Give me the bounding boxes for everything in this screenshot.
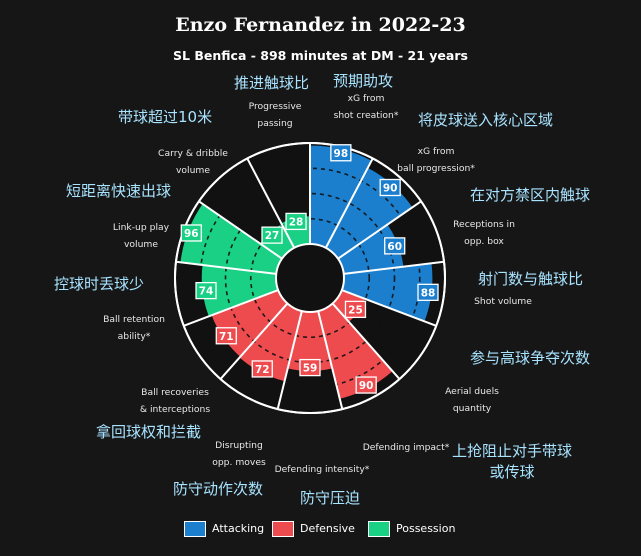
value-label: 72 [255,364,270,376]
value-label: 28 [289,216,304,228]
segment-label: Aerial duels quantity [445,386,499,414]
segment-label-zh: 推进触球比 [234,74,310,92]
value-badge [195,281,217,300]
center-hole [275,243,345,313]
value-label: 90 [359,380,374,392]
legend-swatch [272,521,294,537]
segment-label: Ball retention ability* [103,314,165,342]
segment-label: Defending intensity* [274,464,370,475]
value-badge [384,237,406,255]
value-badge [180,224,202,242]
spoke [219,302,289,380]
spoke [317,310,344,410]
value-label: 74 [199,286,214,298]
segment-label-zh: 将皮球送入核心区域 [418,111,554,129]
value-badge [215,327,237,345]
chart-title: Enzo Fernandez in 2022-23 [175,14,466,36]
grid-ring [199,167,421,389]
segment-label-zh: 防守动作次数 [173,480,264,498]
value-label: 90 [383,183,398,195]
value-badge [355,376,377,394]
segment-label-zh: 在对方禁区内触球 [470,186,591,204]
value-label: 71 [219,331,234,343]
segment-label-zh: 拿回球权和拦截 [96,423,202,441]
value-badge [379,178,401,197]
spoke [324,157,374,249]
value-label: 59 [303,363,318,375]
value-label: 60 [387,241,402,253]
segment-label: Link-up play volume [112,222,170,250]
segment-label-zh: 短距离快速出球 [66,182,172,200]
segment-label: Shot volume [474,296,532,307]
grid-ring [249,217,371,339]
outer-ring [174,142,446,414]
legend-label: Attacking [212,522,265,535]
segment-label-zh: 参与高球争夺次数 [470,349,591,367]
value-badge [251,360,273,378]
value-label: 98 [334,148,349,160]
grid-ring [224,192,396,364]
value-badge [261,226,283,244]
spoke [276,310,303,410]
legend-label: Defensive [300,522,355,535]
spoke [198,200,283,260]
segment-label-zh: 防守压迫 [300,489,361,507]
segment-label: Ball recoveries & interceptions [139,387,211,415]
segment-label: Receptions in opp. box [453,219,515,247]
value-badge [330,144,352,162]
spoke [175,260,277,275]
value-badge [417,283,439,301]
spoke [343,260,445,275]
value-label: 88 [421,287,436,299]
segment-label: Defending impact* [362,442,450,453]
spoke [246,157,296,249]
value-badge [285,212,307,231]
value-badge [344,300,367,319]
segment-label: Progressive passing [248,101,302,129]
spoke [337,200,422,260]
segment-label: xG from ball progression* [397,146,475,174]
segment-label-zh: 射门数与触球比 [478,270,584,288]
value-label: 96 [184,228,199,240]
value-label: 27 [265,230,280,242]
spoke [341,289,437,327]
segment-label: Carry & dribble volume [158,148,228,176]
segment-label-zh: 预期助攻 [333,72,394,90]
spoke [183,289,279,327]
chart-subtitle: SL Benfica - 898 minutes at DM - 21 year… [173,48,468,63]
segment-label-zh: 上抢阻止对手带球 或传球 [452,442,573,481]
segment-label-zh: 带球超过10米 [118,108,213,126]
spoke [331,302,401,380]
legend-label: Possession [396,522,456,535]
value-label: 25 [348,304,363,316]
segment-label-zh: 控球时丢球少 [54,275,145,293]
value-badge [299,358,321,377]
segment-label: Disrupting opp. moves [212,440,266,468]
legend-swatch [368,521,390,537]
legend-swatch [184,521,206,537]
segment-label: xG from shot creation* [333,93,399,121]
